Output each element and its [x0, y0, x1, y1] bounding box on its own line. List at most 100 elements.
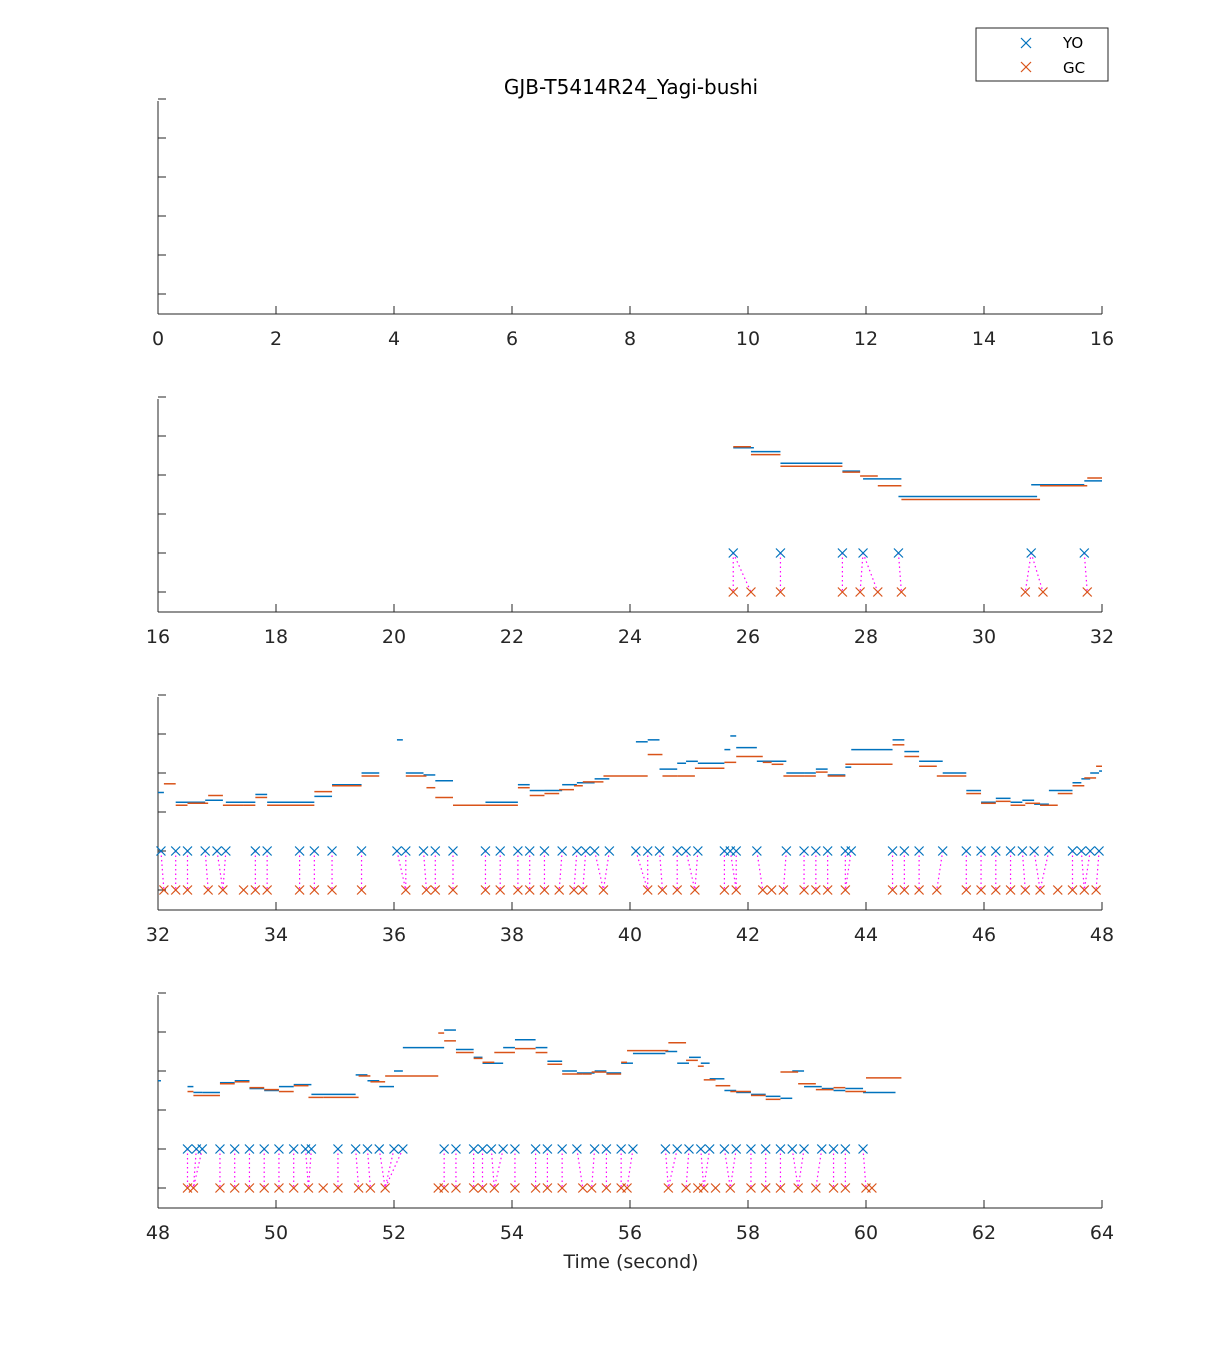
- yo-onset-marker: [580, 846, 591, 856]
- yo-onset-marker: [616, 1144, 627, 1154]
- gc-onset-marker: [872, 587, 883, 597]
- onset-link: [602, 850, 610, 891]
- gc-onset-marker: [477, 1183, 488, 1193]
- gc-onset-marker: [760, 1183, 771, 1193]
- gc-onset-marker: [681, 1183, 691, 1193]
- onset-link: [729, 850, 737, 891]
- gc-onset-marker: [365, 1183, 376, 1193]
- onset-link: [160, 850, 165, 891]
- yo-onset-marker: [220, 846, 231, 856]
- onset-link: [1083, 850, 1091, 891]
- legend-label-gc: GC: [1063, 59, 1085, 77]
- legend-box: [975, 27, 1109, 82]
- yo-onset-marker: [887, 846, 898, 856]
- yo-onset-marker: [695, 1144, 706, 1154]
- yo-onset-marker: [589, 846, 600, 856]
- onset-link: [366, 1148, 371, 1189]
- onset-link: [192, 1148, 203, 1189]
- yo-onset-marker: [170, 846, 181, 856]
- onset-link: [791, 1148, 799, 1189]
- legend: YO GC: [975, 27, 1109, 82]
- onset-link: [703, 1148, 711, 1189]
- gc-onset-marker: [1020, 885, 1031, 895]
- yo-onset-marker: [1043, 846, 1054, 856]
- x-tick-label: 48: [146, 1222, 170, 1244]
- panel-1: 0 2 4 6 8 10 12 14 16: [152, 98, 1114, 350]
- gc-onset-marker: [840, 1183, 851, 1193]
- onset-link: [384, 1148, 395, 1189]
- x-tick-label: 36: [382, 924, 406, 946]
- gc-onset-marker: [182, 885, 193, 895]
- gc-onset-marker: [569, 885, 579, 895]
- yo-onset-marker: [751, 846, 762, 856]
- yo-onset-marker: [660, 1144, 671, 1154]
- onset-link: [658, 850, 664, 891]
- yo-onset-marker: [182, 1144, 193, 1154]
- gc-onset-marker: [746, 1183, 756, 1193]
- onset-link: [626, 1148, 634, 1189]
- yo-onset-marker: [746, 1144, 756, 1154]
- legend-marker-gc: [1020, 61, 1032, 73]
- yo-onset-marker: [1026, 548, 1037, 558]
- yo-onset-marker: [672, 1144, 683, 1154]
- onset-link: [591, 1148, 596, 1189]
- gc-onset-marker: [217, 885, 228, 895]
- x-tick-label: 52: [382, 1222, 406, 1244]
- x-tick-label: 42: [736, 924, 760, 946]
- gc-onset-marker: [1005, 885, 1016, 895]
- gc-onset-marker: [731, 885, 742, 895]
- gc-onset-marker: [557, 1183, 568, 1193]
- onset-link: [685, 1148, 690, 1189]
- gc-onset-marker: [318, 1183, 329, 1193]
- x-tick-label: 14: [972, 328, 996, 350]
- yo-onset-marker: [837, 548, 848, 558]
- yo-onset-marker: [1067, 846, 1078, 856]
- onset-link: [700, 1148, 705, 1189]
- yo-onset-marker: [397, 1144, 408, 1154]
- gc-onset-marker: [746, 587, 756, 597]
- yo-onset-marker: [557, 1144, 568, 1154]
- yo-onset-marker: [828, 1144, 839, 1154]
- onset-link: [1030, 552, 1044, 593]
- yo-onset-marker: [262, 846, 273, 856]
- yo-onset-marker: [760, 1144, 771, 1154]
- x-tick-label: 56: [618, 1222, 642, 1244]
- gc-onset-marker: [203, 885, 214, 895]
- yo-onset-marker: [775, 1144, 786, 1154]
- gc-onset-marker: [1052, 885, 1063, 895]
- onset-link: [862, 552, 879, 593]
- onset-link: [685, 850, 696, 891]
- yo-onset-marker: [542, 1144, 553, 1154]
- yo-onset-marker: [306, 1144, 317, 1154]
- yo-onset-marker: [1076, 846, 1087, 856]
- onset-link: [1033, 850, 1041, 891]
- yo-onset-marker: [288, 1144, 299, 1154]
- gc-onset-marker: [866, 1183, 877, 1193]
- onset-link: [635, 850, 649, 891]
- yo-onset-marker: [684, 1144, 694, 1154]
- x-tick-label: 32: [146, 924, 170, 946]
- gc-onset-marker: [229, 1183, 240, 1193]
- gc-onset-marker: [524, 885, 535, 895]
- gc-onset-marker: [448, 885, 458, 895]
- gc-onset-marker: [215, 1183, 225, 1193]
- yo-onset-marker: [400, 846, 411, 856]
- onset-link: [667, 1148, 678, 1189]
- yo-onset-marker: [480, 846, 491, 856]
- onset-link: [844, 850, 852, 891]
- gc-onset-marker: [672, 885, 683, 895]
- x-tick-label: 40: [618, 924, 642, 946]
- gc-onset-marker: [793, 1183, 804, 1193]
- yo-onset-marker: [976, 846, 986, 856]
- onset-link: [378, 1148, 386, 1189]
- yo-onset-marker: [654, 846, 665, 856]
- x-tick-label: 12: [854, 328, 878, 350]
- onset-link: [664, 1148, 669, 1189]
- gc-onset-marker: [810, 1183, 821, 1193]
- gc-onset-marker: [430, 885, 441, 895]
- gc-onset-marker: [657, 885, 668, 895]
- yo-onset-marker: [350, 1144, 361, 1154]
- gc-onset-marker: [622, 1183, 632, 1193]
- yo-onset-marker: [309, 846, 320, 856]
